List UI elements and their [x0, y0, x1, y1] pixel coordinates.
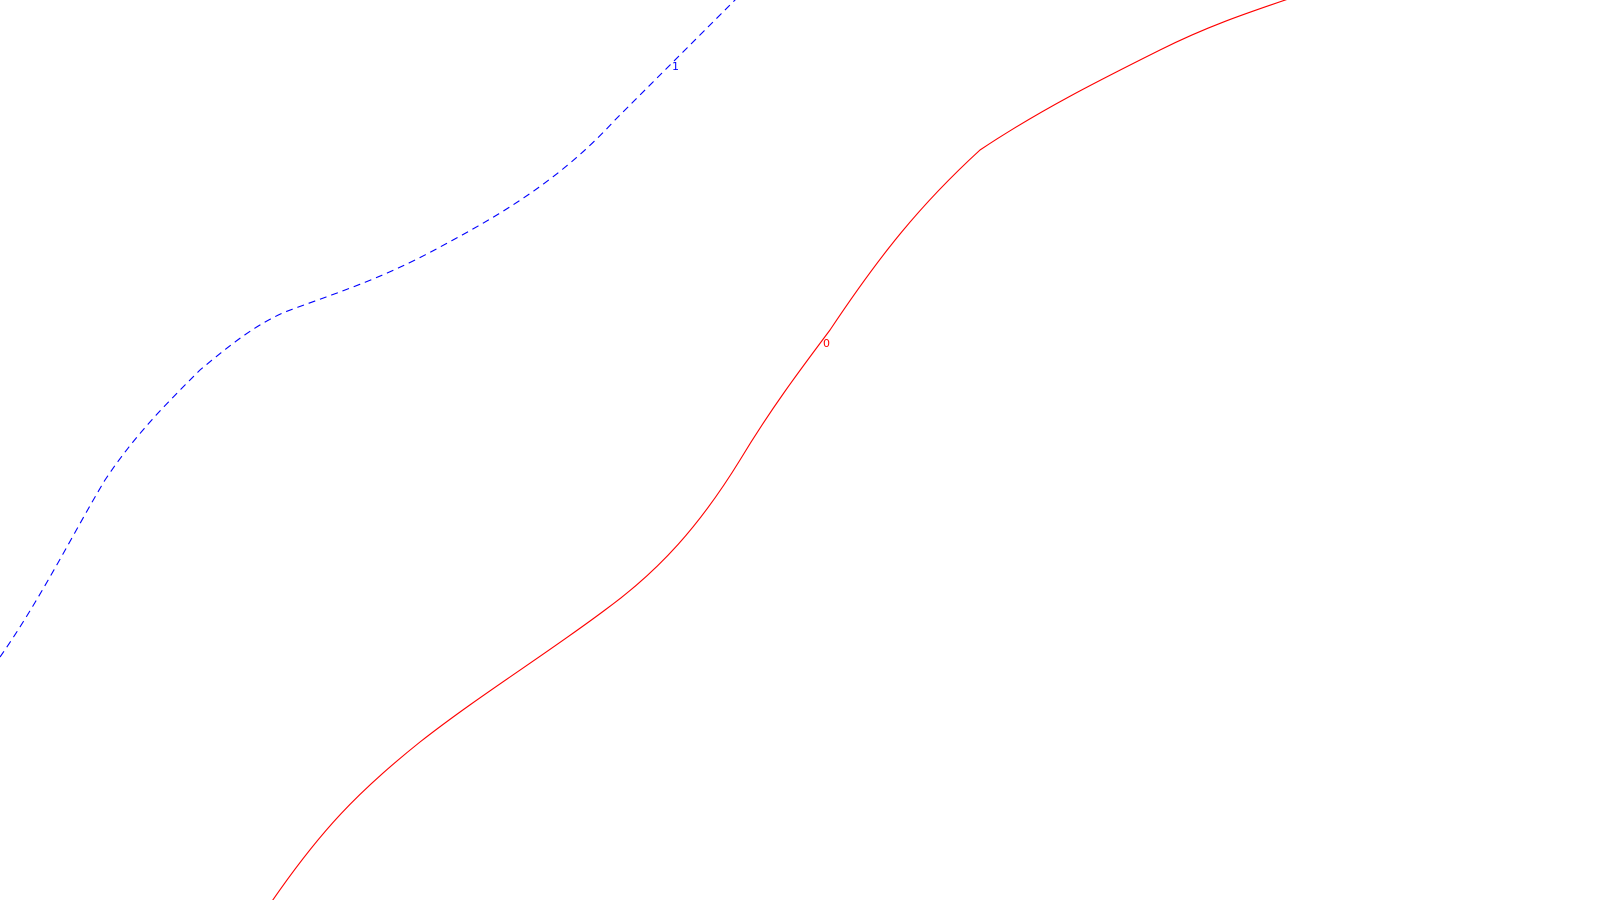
contour-label-1: 1	[672, 60, 679, 73]
contour-line-1	[0, 0, 736, 658]
contour-line-0	[272, 0, 1287, 900]
contour-label-0: 0	[823, 337, 830, 350]
